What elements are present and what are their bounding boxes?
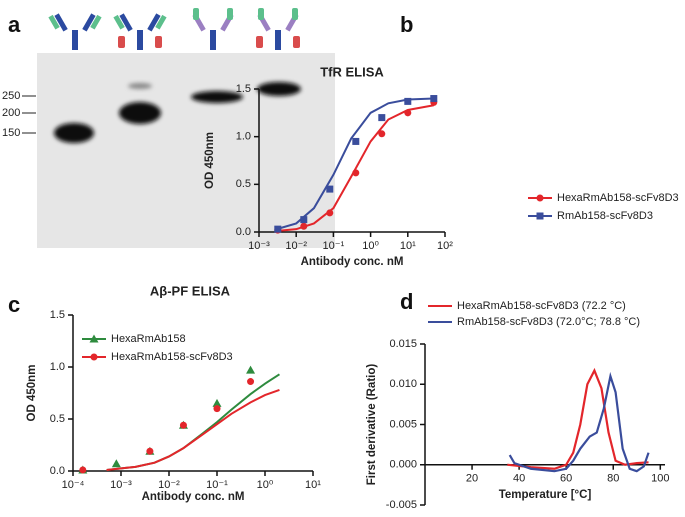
y-tick-label: 0.015: [389, 338, 417, 350]
line: [508, 371, 650, 473]
y-axis-title: OD 450nm: [26, 365, 38, 422]
y-tick-label: 0.0: [50, 465, 65, 477]
legend-marker: [90, 353, 98, 361]
x-axis-title: Antibody conc. nM: [301, 256, 404, 268]
x-tick-label: 10⁻¹: [323, 240, 345, 252]
point: [326, 209, 334, 217]
x-tick-label: 40: [513, 473, 525, 485]
y-axis-title: OD 450nm: [204, 132, 216, 189]
panel-label: d: [400, 289, 413, 314]
line: [507, 367, 649, 470]
x-tick-label: 20: [466, 473, 478, 485]
point: [430, 95, 438, 103]
x-tick-label: 10⁻²: [158, 479, 180, 491]
x-axis-title: Antibody conc. nM: [142, 491, 245, 503]
x-tick-label: 10⁻²: [285, 240, 307, 252]
y-tick-label: 1.0: [50, 361, 65, 373]
legend-label: HexaRmAb158-scFv8D3 (72.2 °C): [457, 300, 626, 312]
x-tick-label: 10¹: [400, 240, 416, 252]
legend-marker: [536, 194, 544, 202]
x-tick-label: 80: [607, 473, 619, 485]
x-tick-label: 10⁰: [257, 479, 274, 491]
legend-marker: [536, 212, 544, 220]
x-tick-label: 10⁻¹: [206, 479, 228, 491]
point: [404, 97, 412, 105]
x-tick-label: 10⁻⁴: [62, 479, 85, 491]
y-tick-label: 0.000: [389, 459, 417, 471]
x-tick-label: 100: [651, 473, 669, 485]
y-tick-label: 0.5: [236, 178, 251, 190]
panel-label: a: [8, 12, 21, 37]
point: [146, 447, 154, 455]
y-tick-label: 1.0: [236, 131, 251, 143]
x-tick-label: 10⁰: [362, 240, 379, 252]
point: [300, 216, 308, 224]
panel-label: b: [400, 12, 413, 37]
x-tick-label: 10⁻³: [110, 479, 132, 491]
x-tick-label: 10⁻³: [248, 240, 270, 252]
y-tick-label: 1.5: [50, 309, 65, 321]
chart-title: Aβ-PF ELISA: [150, 283, 231, 298]
point: [352, 137, 360, 145]
marker-label: 250: [2, 90, 20, 102]
x-tick-label: 60: [560, 473, 572, 485]
point: [352, 169, 360, 177]
western-blot: 250 200 150: [2, 53, 335, 248]
point: [111, 459, 121, 468]
point: [326, 185, 334, 193]
marker-label: 200: [2, 107, 20, 119]
y-axis-title: First derivative (Ratio): [366, 364, 378, 486]
x-axis-title: Temperature [°C]: [499, 489, 592, 501]
legend-label: RmAb158-scFv8D3: [557, 210, 653, 222]
y-tick-label: 0.5: [50, 413, 65, 425]
point: [274, 225, 282, 233]
y-tick-label: 0.005: [389, 418, 417, 430]
y-tick-label: 0.0: [236, 226, 251, 238]
y-tick-label: 1.5: [236, 83, 251, 95]
legend-label: RmAb158-scFv8D3 (72.0°C; 78.8 °C): [457, 316, 640, 328]
antibody-icons: [48, 8, 300, 50]
legend-label: HexaRmAb158: [111, 333, 186, 345]
y-tick-label: 0.010: [389, 378, 417, 390]
fit-curve: [106, 388, 280, 471]
point: [246, 365, 256, 374]
point: [404, 109, 412, 117]
legend-label: HexaRmAb158-scFv8D3: [111, 351, 233, 363]
point: [378, 114, 386, 122]
point: [213, 405, 221, 413]
y-tick-label: -0.005: [386, 499, 417, 511]
point: [247, 378, 255, 386]
x-tick-label: 10¹: [305, 479, 321, 491]
point: [179, 421, 187, 429]
chart-title: TfR ELISA: [320, 64, 384, 79]
panel-label: c: [8, 292, 20, 317]
point: [300, 222, 308, 230]
point: [378, 130, 386, 138]
legend-label: HexaRmAb158-scFv8D3: [557, 192, 679, 204]
fit-curve: [106, 373, 280, 471]
point: [212, 398, 222, 407]
marker-label: 150: [2, 127, 20, 139]
point: [79, 466, 87, 474]
x-tick-label: 10²: [437, 240, 453, 252]
legend-marker: [89, 334, 99, 343]
